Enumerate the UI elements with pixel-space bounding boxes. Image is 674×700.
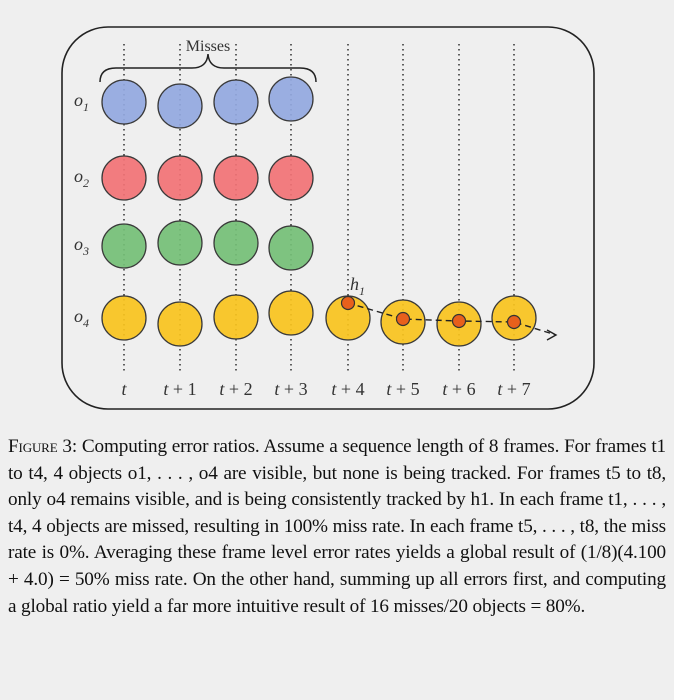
frame-label: t + 1: [163, 379, 196, 399]
frame-label: t + 3: [274, 379, 307, 399]
object-o4-circle: [213, 294, 259, 340]
frame-label: t + 6: [442, 379, 475, 399]
caption-label: Figure 3:: [8, 436, 77, 457]
object-o4-circle: [268, 290, 314, 336]
object-circles: [101, 76, 537, 347]
arrow-head: [546, 329, 558, 341]
object-o2-circle: [157, 155, 203, 201]
object-o4-circle: [157, 301, 203, 347]
object-o4-circle: [101, 295, 147, 341]
figure-caption: Figure 3: Computing error ratios. Assume…: [8, 434, 666, 620]
object-o1-circle: [268, 76, 314, 122]
frame-label: t + 2: [219, 379, 252, 399]
hypothesis-point: [506, 314, 522, 330]
frame-label: t: [121, 379, 127, 399]
object-o3-circle: [101, 223, 147, 269]
object-o1-circle: [101, 79, 147, 125]
hypothesis-point: [395, 311, 411, 327]
frame-label: t + 4: [331, 379, 364, 399]
frame-labels: t t + 1 t + 2 t + 3 t + 4 t + 5 t + 6 t + 7: [121, 379, 530, 399]
frame-label: t + 5: [386, 379, 419, 399]
object-o2-circle: [213, 155, 259, 201]
frame-label: t + 7: [497, 379, 530, 399]
misses-brace: [99, 53, 317, 83]
object-o2-circle: [268, 155, 314, 201]
hypothesis-point: [340, 295, 356, 311]
object-o3-circle: [268, 225, 314, 271]
object-o2-circle: [101, 155, 147, 201]
object-o3-circle: [213, 220, 259, 266]
object-o1-circle: [213, 79, 259, 125]
hypothesis-point: [451, 313, 467, 329]
caption-text: Computing error ratios. Assume a sequenc…: [8, 436, 666, 617]
misses-label: Misses: [186, 38, 230, 55]
object-o3-circle: [157, 220, 203, 266]
object-o1-circle: [157, 83, 203, 129]
